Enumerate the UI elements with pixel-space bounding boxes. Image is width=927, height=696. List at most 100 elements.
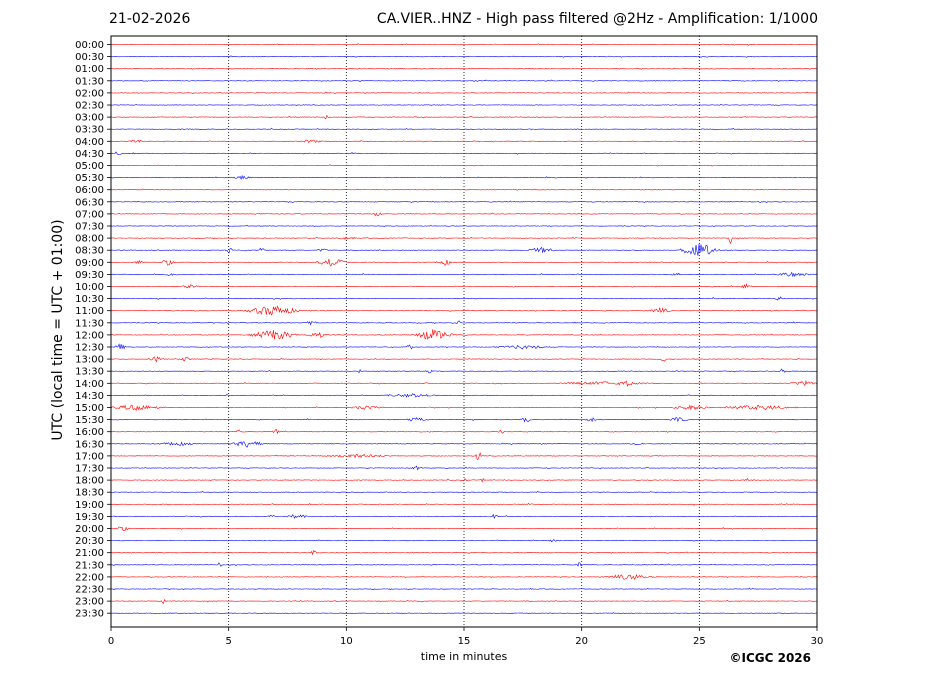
y-tick-label: 20:30 xyxy=(75,536,104,547)
chart-title: CA.VIER..HNZ - High pass filtered @2Hz -… xyxy=(376,11,818,27)
y-tick-label: 15:30 xyxy=(75,415,104,426)
trace-1330 xyxy=(110,368,818,374)
y-tick-label: 17:30 xyxy=(75,464,104,475)
trace-1230 xyxy=(110,343,818,350)
y-tick-label: 02:00 xyxy=(75,88,104,99)
trace-0100 xyxy=(110,67,817,70)
y-tick-label: 12:30 xyxy=(75,343,104,354)
trace-0200 xyxy=(110,91,818,94)
trace-2200 xyxy=(110,573,818,580)
trace-1100 xyxy=(110,305,818,316)
y-tick-label: 23:00 xyxy=(75,597,104,608)
trace-1900 xyxy=(110,502,818,506)
x-axis-label: time in minutes xyxy=(420,650,508,663)
trace-0530 xyxy=(110,174,818,181)
trace-layer xyxy=(110,43,818,615)
copyright-notice: ©ICGC 2026 xyxy=(729,651,811,665)
y-tick-label: 13:00 xyxy=(75,355,104,366)
y-tick-label: 19:00 xyxy=(75,500,104,511)
trace-0430 xyxy=(110,151,818,156)
y-tick-label: 07:00 xyxy=(75,209,104,220)
y-tick-label: 17:00 xyxy=(75,451,104,462)
plot-frame xyxy=(110,35,818,628)
trace-2330 xyxy=(110,612,818,615)
y-tick-label: 18:00 xyxy=(75,476,104,487)
y-tick-label: 18:30 xyxy=(75,488,104,499)
y-tick-label: 04:00 xyxy=(75,137,104,148)
y-tick-label: 00:30 xyxy=(75,52,104,63)
trace-1700 xyxy=(110,451,818,460)
y-tick-label: 19:30 xyxy=(75,512,104,523)
y-tick-label: 08:30 xyxy=(75,246,104,257)
trace-1400 xyxy=(110,380,818,387)
y-tick-label: 07:30 xyxy=(75,222,104,233)
y-tick-label: 22:00 xyxy=(75,572,104,583)
y-tick-label: 23:30 xyxy=(75,609,104,620)
trace-1200 xyxy=(111,329,818,341)
trace-1130 xyxy=(110,320,818,326)
y-tick-label: 03:30 xyxy=(75,125,104,136)
x-axis: 0 5 10 15 20 25 30 xyxy=(108,627,823,647)
y-tick-label: 06:30 xyxy=(75,197,104,208)
y-tick-label: 11:00 xyxy=(75,306,104,317)
x-tick-label: 15 xyxy=(458,636,471,647)
trace-0130 xyxy=(110,79,818,83)
trace-1830 xyxy=(110,491,818,494)
trace-1800 xyxy=(110,477,818,483)
trace-1430 xyxy=(110,393,818,398)
trace-2000 xyxy=(110,526,818,532)
trace-2230 xyxy=(110,587,818,591)
chart-date: 21-02-2026 xyxy=(109,11,191,27)
y-axis-label: UTC (local time = UTC + 01:00) xyxy=(50,219,66,441)
y-tick-label: 00:00 xyxy=(75,40,104,51)
trace-1600 xyxy=(110,428,818,435)
trace-1300 xyxy=(110,356,818,363)
trace-0730 xyxy=(110,224,818,228)
y-tick-label: 10:30 xyxy=(75,294,104,305)
y-tick-label: 16:30 xyxy=(75,439,104,450)
x-tick-label: 20 xyxy=(575,636,588,647)
grid-layer xyxy=(228,36,700,627)
y-tick-label: 03:00 xyxy=(75,113,104,124)
trace-0800 xyxy=(110,236,818,245)
y-tick-label: 21:00 xyxy=(75,548,104,559)
y-tick-label: 20:00 xyxy=(75,524,104,535)
y-tick-label: 06:00 xyxy=(75,185,104,196)
y-tick-label: 15:00 xyxy=(75,403,104,414)
trace-0630 xyxy=(110,200,818,204)
y-tick-label: 09:30 xyxy=(75,270,104,281)
y-tick-label: 14:00 xyxy=(75,379,104,390)
trace-0300 xyxy=(110,114,818,120)
trace-1530 xyxy=(110,417,818,423)
y-tick-label: 12:00 xyxy=(75,330,104,341)
y-tick-label: 22:30 xyxy=(75,585,104,596)
y-tick-label: 14:30 xyxy=(75,391,104,402)
trace-0600 xyxy=(110,188,818,191)
trace-2300 xyxy=(110,598,818,604)
trace-0500 xyxy=(110,164,818,167)
y-tick-label: 21:30 xyxy=(75,560,104,571)
x-tick-label: 25 xyxy=(693,636,706,647)
trace-0700 xyxy=(110,212,818,217)
trace-0330 xyxy=(110,127,818,131)
trace-2100 xyxy=(110,549,818,556)
trace-2030 xyxy=(110,538,818,543)
y-tick-label: 04:30 xyxy=(75,149,104,160)
y-tick-label: 02:30 xyxy=(75,101,104,112)
trace-1000 xyxy=(110,283,818,289)
y-tick-label: 16:00 xyxy=(75,427,104,438)
y-tick-label: 10:00 xyxy=(75,282,104,293)
trace-0930 xyxy=(110,271,818,278)
y-tick-label: 09:00 xyxy=(75,258,104,269)
trace-1730 xyxy=(110,465,818,471)
trace-1930 xyxy=(110,513,818,519)
y-tick-label: 01:30 xyxy=(75,76,104,87)
trace-1030 xyxy=(110,296,818,301)
y-tick-label: 05:30 xyxy=(75,173,104,184)
trace-0000 xyxy=(110,43,818,46)
trace-0830 xyxy=(110,243,818,256)
y-tick-label: 08:00 xyxy=(75,234,104,245)
trace-0030 xyxy=(110,55,818,58)
